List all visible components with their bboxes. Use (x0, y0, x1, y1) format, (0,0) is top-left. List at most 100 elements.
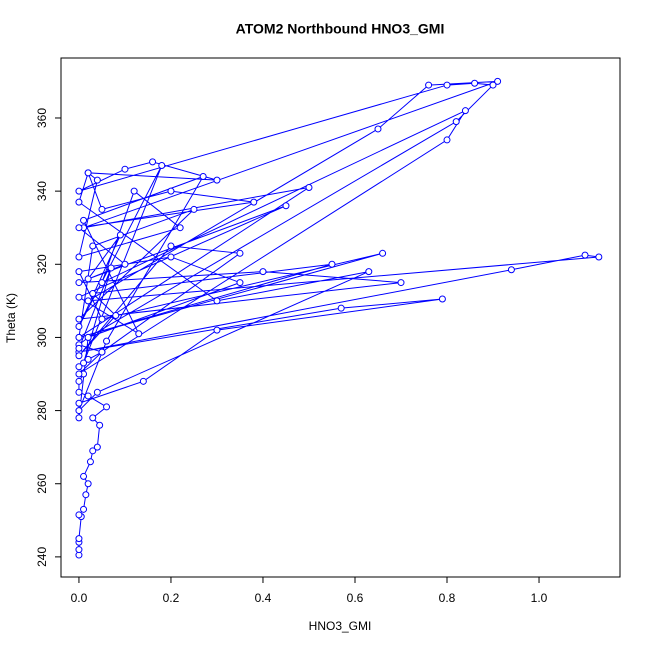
y-tick-label: 360 (35, 108, 49, 128)
data-point (84, 392, 92, 400)
data-point (158, 162, 166, 170)
data-point (93, 443, 101, 451)
x-tick-label: 0.2 (163, 591, 180, 605)
plot-frame (60, 57, 621, 578)
data-point (103, 403, 111, 411)
data-point (282, 202, 290, 210)
data-point (259, 268, 267, 276)
x-axis-label: HNO3_GMI (309, 619, 372, 633)
data-point (84, 169, 92, 177)
data-point (149, 158, 157, 166)
data-point (98, 315, 106, 323)
data-point (103, 337, 111, 345)
data-point (507, 266, 515, 274)
data-point (75, 279, 83, 287)
data-point (581, 251, 589, 259)
data-point (84, 333, 92, 341)
data-point (199, 173, 207, 181)
data-point (80, 505, 88, 513)
data-point (75, 363, 83, 371)
data-point (328, 260, 336, 268)
data-point (80, 216, 88, 224)
data-point (213, 326, 221, 334)
data-point (121, 165, 129, 173)
data-point (305, 183, 313, 191)
data-point (75, 224, 83, 232)
data-point (75, 352, 83, 360)
y-tick-label: 240 (35, 547, 49, 567)
data-point (397, 279, 405, 287)
data-point (130, 187, 138, 195)
data-point (84, 275, 92, 283)
data-point (250, 198, 258, 206)
x-tick-label: 0.6 (347, 591, 364, 605)
data-point (98, 348, 106, 356)
chart-title: ATOM2 Northbound HNO3_GMI (236, 21, 445, 37)
data-point (112, 311, 120, 319)
data-point (236, 279, 244, 287)
data-point (75, 344, 83, 352)
data-point (443, 136, 451, 144)
data-point (461, 107, 469, 115)
data-point (135, 330, 143, 338)
data-point (75, 253, 83, 261)
data-point (75, 315, 83, 323)
data-point (75, 511, 83, 519)
data-point (98, 205, 106, 213)
data-point (489, 81, 497, 89)
data-point (89, 242, 97, 250)
data-point (595, 253, 603, 261)
data-point (176, 224, 184, 232)
data-point (494, 77, 502, 85)
y-tick-label: 320 (35, 254, 49, 274)
data-point (75, 388, 83, 396)
data-point (93, 388, 101, 396)
data-point (75, 293, 83, 301)
data-point (379, 249, 387, 257)
data-point (84, 297, 92, 305)
data-point (98, 279, 106, 287)
data-point (89, 447, 97, 455)
data-point (337, 304, 345, 312)
data-point (139, 377, 147, 385)
data-point (75, 322, 83, 330)
data-point (75, 546, 83, 554)
data-point (75, 414, 83, 422)
y-axis-label: Theta (K) (4, 293, 18, 343)
data-point (75, 187, 83, 195)
data-point (374, 125, 382, 133)
data-point (452, 118, 460, 126)
data-point (190, 205, 198, 213)
data-point (75, 268, 83, 276)
data-point (75, 370, 83, 378)
data-point (82, 491, 90, 499)
x-tick-label: 0.0 (71, 591, 88, 605)
data-point (89, 290, 97, 298)
x-tick-label: 1.0 (531, 591, 548, 605)
data-point (75, 399, 83, 407)
y-tick-label: 280 (35, 400, 49, 420)
data-point (93, 176, 101, 184)
data-point (75, 407, 83, 415)
data-point (236, 249, 244, 257)
x-tick-label: 0.8 (439, 591, 456, 605)
data-point (80, 472, 88, 480)
data-point (84, 480, 92, 488)
y-tick-label: 340 (35, 181, 49, 201)
data-point (121, 260, 129, 268)
data-point (213, 176, 221, 184)
data-point (80, 359, 88, 367)
data-point (107, 264, 115, 272)
data-point (75, 198, 83, 206)
x-tick-label: 0.4 (255, 591, 272, 605)
y-tick-label: 260 (35, 473, 49, 493)
data-point (425, 81, 433, 89)
data-point (438, 295, 446, 303)
data-point (167, 242, 175, 250)
data-point (96, 421, 104, 429)
data-point (443, 81, 451, 89)
data-point (116, 231, 124, 239)
data-point (167, 187, 175, 195)
